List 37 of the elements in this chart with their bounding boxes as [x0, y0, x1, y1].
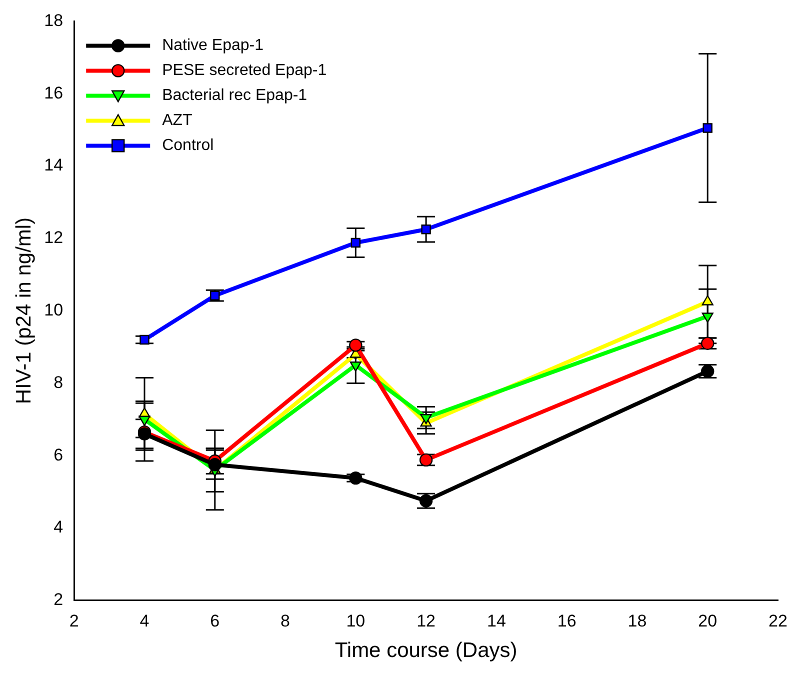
point — [349, 471, 362, 485]
x-tick-label: 22 — [768, 611, 788, 630]
x-tick-label: 10 — [346, 611, 366, 630]
legend-label: PESE secreted Epap-1 — [162, 62, 327, 80]
y-axis-title: HIV-1 (p24 in ng/ml) — [12, 217, 36, 404]
point — [208, 458, 222, 472]
point — [702, 123, 712, 133]
y-tick-label: 4 — [54, 518, 64, 537]
point — [420, 414, 432, 424]
x-tick-label: 20 — [698, 611, 718, 630]
y-tick-label: 16 — [44, 83, 64, 102]
y-tick-label: 10 — [44, 300, 64, 320]
x-tick-label: 18 — [628, 611, 647, 630]
x-tick-label: 14 — [486, 611, 506, 630]
y-tick-label: 14 — [44, 156, 64, 175]
x-tick-label: 2 — [69, 611, 79, 630]
x-axis-title: Time course (Days) — [334, 639, 518, 662]
y-tick-label: 18 — [44, 10, 64, 30]
legend-label: Bacterial rec Epap-1 — [162, 87, 308, 104]
point — [138, 416, 150, 426]
x-tick-label: 6 — [210, 611, 220, 630]
point — [421, 224, 431, 234]
x-tick-label: 8 — [280, 611, 290, 630]
y-tick-label: 6 — [54, 445, 64, 464]
x-tick-label: 12 — [416, 611, 436, 630]
legend-label: AZT — [162, 112, 193, 130]
legend-label: Control — [162, 137, 214, 154]
y-tick-label: 2 — [54, 590, 64, 610]
point — [702, 295, 714, 306]
y-tick-label: 12 — [44, 228, 64, 248]
point — [140, 334, 150, 345]
x-tick-label: 16 — [557, 611, 576, 630]
point — [350, 238, 361, 248]
y-tick-label: 8 — [54, 372, 64, 392]
point — [349, 338, 362, 352]
x-tick-label: 4 — [140, 611, 150, 630]
legend-label: Native Epap-1 — [162, 37, 264, 54]
